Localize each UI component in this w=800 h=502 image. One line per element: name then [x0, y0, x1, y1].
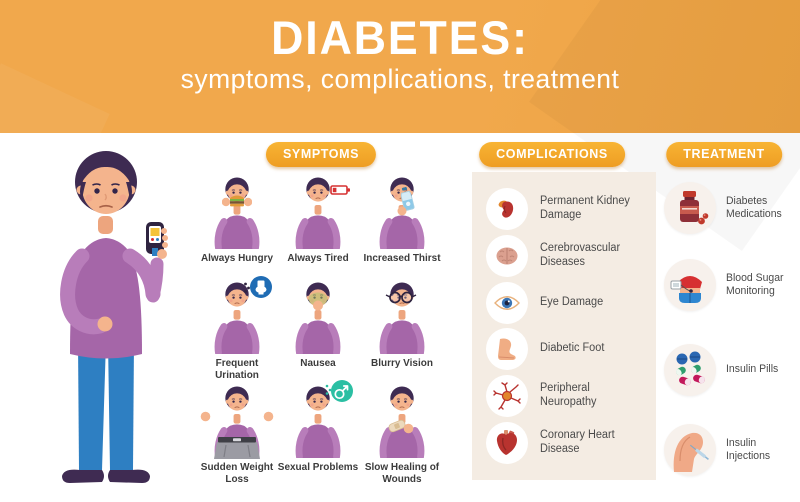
complication-label: Eye Damage: [540, 295, 604, 308]
brain-icon: [486, 234, 528, 277]
symptom-label: Slow Healing of Wounds: [364, 461, 440, 486]
treatment-item: Diabetes Medications: [664, 182, 796, 234]
symptom-figure: [370, 381, 434, 459]
burger-icon: [222, 195, 252, 207]
symptom-sudden-weight-loss: Sudden Weight Loss: [191, 381, 283, 485]
toilet-icon: [244, 276, 272, 298]
hand-icon: [200, 411, 211, 422]
hand-icon: [263, 411, 274, 422]
complication-label: Diabetic Foot: [540, 342, 605, 355]
man-with-glucometer-illustration: [18, 136, 188, 501]
low-battery-icon: [330, 185, 350, 195]
complication-item: Cerebrovascular Diseases: [472, 234, 656, 278]
symptom-figure: [286, 172, 350, 250]
poster-title: DIABETES:: [271, 11, 529, 64]
gender-symbol-icon: [325, 380, 353, 402]
symptom-nausea: Nausea: [272, 277, 364, 369]
symptom-label: Frequent Urination: [215, 357, 259, 382]
poster-subtitle: symptoms, complications, treatment: [180, 63, 620, 94]
glucose-monitor-icon: [664, 259, 716, 311]
treatment-item: Insulin Injections: [664, 424, 796, 476]
glasses-icon: [385, 291, 417, 304]
complication-item: Eye Damage: [472, 281, 656, 325]
symptom-label: Increased Thirst: [363, 252, 441, 264]
complication-label: Peripheral Neuropathy: [540, 382, 597, 409]
glucometer-icon: [146, 222, 164, 256]
complication-label: Cerebrovascular Diseases: [540, 242, 621, 268]
complication-label: Coronary Heart Disease: [540, 429, 615, 455]
symptom-always-tired: Always Tired: [272, 172, 364, 264]
complication-item: Coronary Heart Disease: [472, 421, 656, 465]
symptom-frequent-urination: Frequent Urination: [191, 276, 283, 382]
treatment-label: Diabetes Medications: [726, 194, 782, 220]
symptom-figure: [370, 277, 434, 355]
symptom-increased-thirst: Increased Thirst: [356, 172, 448, 264]
pills-icon: [664, 344, 716, 396]
symptoms-heading: SYMPTOMS: [265, 142, 377, 167]
treatment-item: Blood Sugar Monitoring: [664, 259, 796, 311]
treatment-label: Blood Sugar Monitoring: [726, 271, 784, 297]
bandage-icon: [388, 419, 406, 433]
complications-heading: COMPLICATIONS: [479, 142, 625, 167]
hand-icon: [403, 423, 414, 434]
symptom-label: Nausea: [300, 357, 336, 369]
symptom-figure: [286, 380, 353, 459]
symptom-label: Always Tired: [287, 252, 349, 264]
water-bottle-icon: [400, 186, 415, 211]
symptom-figure: [200, 381, 274, 459]
complications-panel: Permanent Kidney Damage Cerebrovascular …: [472, 172, 656, 480]
symptom-figure: [370, 172, 434, 250]
symptom-always-hungry: Always Hungry: [191, 172, 283, 264]
loose-pants-icon: [214, 437, 260, 459]
complication-label: Permanent Kidney Damage: [540, 195, 630, 221]
hand-icon: [397, 206, 407, 216]
header-banner: DIABETES: symptoms, complications, treat…: [0, 0, 800, 133]
complication-item: Diabetic Foot: [472, 327, 656, 371]
symptom-figure: [205, 172, 269, 250]
symptom-blurry-vision: Blurry Vision: [356, 277, 448, 369]
nausea-face-icon: [308, 292, 328, 311]
treatment-heading: TREATMENT: [666, 142, 782, 167]
kidney-icon: [486, 188, 528, 230]
symptom-label: Sudden Weight Loss: [200, 461, 274, 486]
treatment-item: Insulin Pills: [664, 344, 796, 396]
treatment-label: Insulin Pills: [726, 363, 779, 376]
symptom-label: Blurry Vision: [371, 357, 433, 369]
complication-item: Permanent Kidney Damage: [472, 187, 656, 231]
symptom-sexual-problems: Sexual Problems: [272, 380, 364, 473]
complication-item: Peripheral Neuropathy: [472, 374, 656, 418]
treatment-label: Insulin Injections: [726, 436, 771, 462]
foot-icon: [486, 328, 528, 371]
symptom-figure: [205, 276, 272, 355]
medicine-bottle-icon: [664, 182, 716, 234]
syringe-icon: [664, 424, 716, 476]
eye-icon: [486, 281, 528, 324]
symptom-slow-healing: Slow Healing of Wounds: [356, 381, 448, 485]
symptom-label: Sexual Problems: [277, 461, 359, 473]
nerve-icon: [486, 375, 528, 418]
symptom-label: Always Hungry: [200, 252, 274, 264]
heart-icon: [486, 421, 528, 464]
symptom-figure: [286, 277, 350, 355]
